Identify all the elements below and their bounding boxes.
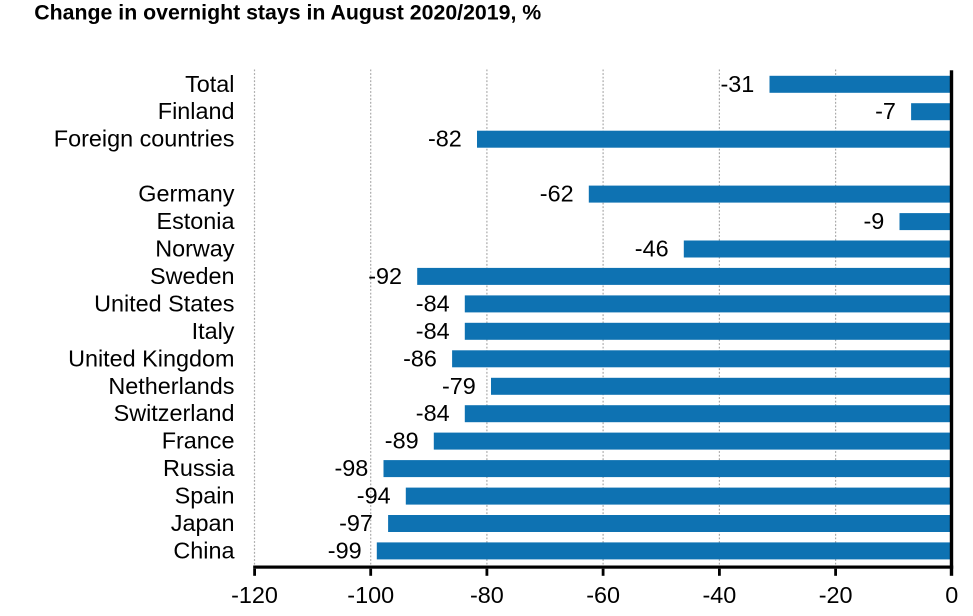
svg-text:-99: -99 <box>328 537 362 563</box>
svg-text:United States: United States <box>94 290 234 316</box>
svg-text:-100: -100 <box>347 582 394 608</box>
svg-text:-120: -120 <box>231 582 278 608</box>
svg-text:-92: -92 <box>368 263 402 289</box>
svg-text:Spain: Spain <box>175 483 235 509</box>
svg-text:-84: -84 <box>416 400 450 426</box>
svg-text:-89: -89 <box>385 428 419 454</box>
svg-text:-94: -94 <box>357 483 391 509</box>
svg-text:Norway: Norway <box>155 236 235 262</box>
svg-text:-7: -7 <box>875 98 896 124</box>
svg-text:United Kingdom: United Kingdom <box>68 345 234 371</box>
svg-text:-20: -20 <box>819 582 853 608</box>
svg-text:-79: -79 <box>442 373 476 399</box>
svg-text:Netherlands: Netherlands <box>108 373 234 399</box>
svg-text:-9: -9 <box>863 208 884 234</box>
svg-text:-80: -80 <box>470 582 504 608</box>
svg-text:France: France <box>162 428 235 454</box>
svg-text:-98: -98 <box>334 455 368 481</box>
svg-text:Estonia: Estonia <box>156 208 235 234</box>
svg-text:-46: -46 <box>635 236 669 262</box>
svg-text:Switzerland: Switzerland <box>114 400 235 426</box>
svg-text:-60: -60 <box>586 582 620 608</box>
svg-text:-84: -84 <box>416 318 450 344</box>
svg-text:China: China <box>173 537 235 563</box>
svg-text:Sweden: Sweden <box>150 263 235 289</box>
svg-text:Russia: Russia <box>163 455 235 481</box>
svg-text:Japan: Japan <box>171 510 235 536</box>
svg-text:Change in overnight stays in A: Change in overnight stays in August 2020… <box>34 1 541 25</box>
svg-text:-82: -82 <box>428 126 462 152</box>
svg-text:-31: -31 <box>720 71 754 97</box>
svg-text:-86: -86 <box>403 345 437 371</box>
svg-text:0: 0 <box>945 582 958 608</box>
svg-text:-40: -40 <box>702 582 736 608</box>
svg-text:Finland: Finland <box>158 98 235 124</box>
svg-text:-62: -62 <box>540 181 574 207</box>
svg-text:Germany: Germany <box>138 181 234 207</box>
svg-text:Foreign countries: Foreign countries <box>54 126 235 152</box>
svg-text:Italy: Italy <box>192 318 235 344</box>
svg-text:Total: Total <box>185 71 234 97</box>
svg-text:-97: -97 <box>339 510 373 536</box>
svg-text:-84: -84 <box>416 290 450 316</box>
